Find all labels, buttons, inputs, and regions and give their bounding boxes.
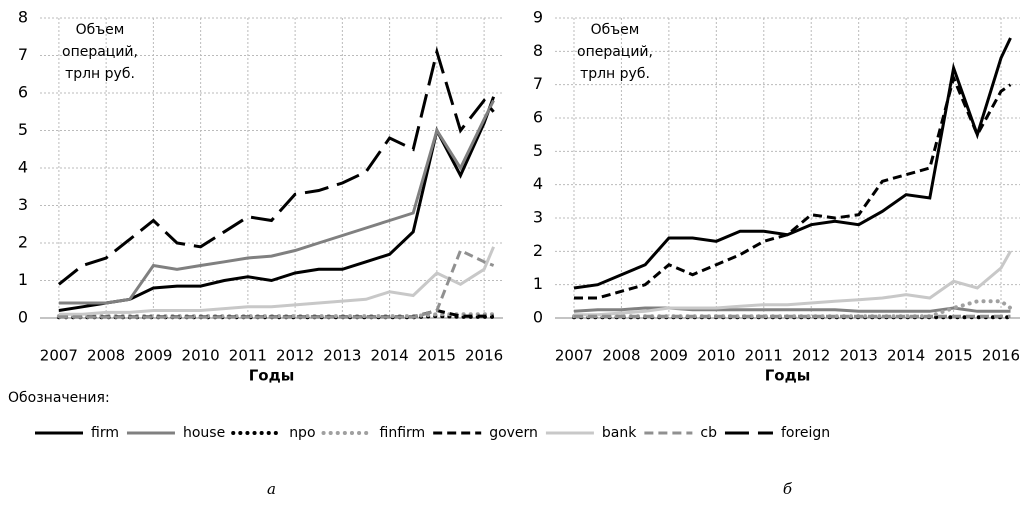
x-tick-label: 2015: [418, 347, 456, 365]
y-tick-label: 8: [18, 8, 28, 27]
y-tick-label: 4: [533, 174, 543, 193]
y-tick-label: 1: [18, 270, 28, 289]
x-tick-label: 2016: [982, 347, 1020, 365]
y-tick-label: 9: [533, 8, 543, 27]
x-tick-label: 2008: [87, 347, 125, 365]
legend-label: npo: [289, 425, 315, 441]
legend-label: house: [183, 425, 225, 441]
annotation: операций,: [62, 44, 138, 60]
series-line: [58, 99, 495, 305]
series-line: [58, 248, 495, 319]
y-tick-label: 3: [533, 208, 543, 227]
x-tick-label: 2015: [934, 347, 972, 365]
y-tick-label: 5: [18, 120, 28, 139]
x-tick-label: 2012: [792, 347, 830, 365]
x-axis-label: Годы: [249, 367, 295, 385]
x-tick-label: 2014: [371, 347, 409, 365]
x-tick-label: 2011: [229, 347, 267, 365]
y-tick-label: 6: [18, 83, 28, 102]
y-tick-label: 2: [18, 233, 28, 252]
x-tick-label: 2010: [182, 347, 220, 365]
legend-label: foreign: [781, 425, 830, 441]
x-tick-label: 2012: [276, 347, 314, 365]
legend-label: firm: [91, 425, 119, 441]
legend-label: cb: [700, 425, 717, 441]
y-tick-label: 4: [18, 158, 28, 177]
x-tick-label: 2013: [840, 347, 878, 365]
annotation: трлн руб.: [580, 66, 650, 82]
x-axis-label: Годы: [765, 367, 811, 385]
y-tick-label: 0: [18, 308, 28, 327]
series-line: [58, 246, 495, 316]
series-line: [574, 73, 1012, 300]
y-tick-label: 6: [533, 108, 543, 127]
y-tick-label: 3: [18, 195, 28, 214]
x-tick-label: 2007: [40, 347, 78, 365]
x-tick-label: 2016: [465, 347, 503, 365]
annotation: операций,: [577, 44, 653, 60]
x-tick-label: 2011: [745, 347, 783, 365]
annotation: трлн руб.: [65, 66, 135, 82]
y-tick-label: 1: [533, 274, 543, 293]
x-tick-label: 2008: [602, 347, 640, 365]
series-line: [58, 96, 496, 312]
y-tick-label: 7: [18, 45, 28, 64]
annotation: Объем: [591, 22, 640, 38]
y-tick-label: 2: [533, 241, 543, 260]
y-tick-label: 0: [533, 308, 543, 327]
y-tick-label: 5: [533, 141, 543, 160]
panel-label: б: [783, 480, 793, 498]
x-tick-label: 2013: [323, 347, 361, 365]
panel-label: а: [267, 480, 276, 498]
legend-label: govern: [489, 425, 538, 441]
y-tick-label: 7: [533, 74, 543, 93]
series-line: [57, 46, 495, 286]
x-tick-label: 2009: [650, 347, 688, 365]
series-line: [574, 250, 1012, 317]
x-tick-label: 2010: [697, 347, 735, 365]
legend-title: Обозначения:: [8, 390, 110, 406]
legend-label: bank: [602, 425, 637, 441]
x-tick-label: 2007: [555, 347, 593, 365]
y-tick-label: 8: [533, 41, 543, 60]
annotation: Объем: [76, 22, 125, 38]
x-tick-label: 2009: [134, 347, 172, 365]
legend-label: finfirm: [380, 425, 426, 441]
x-tick-label: 2014: [887, 347, 925, 365]
